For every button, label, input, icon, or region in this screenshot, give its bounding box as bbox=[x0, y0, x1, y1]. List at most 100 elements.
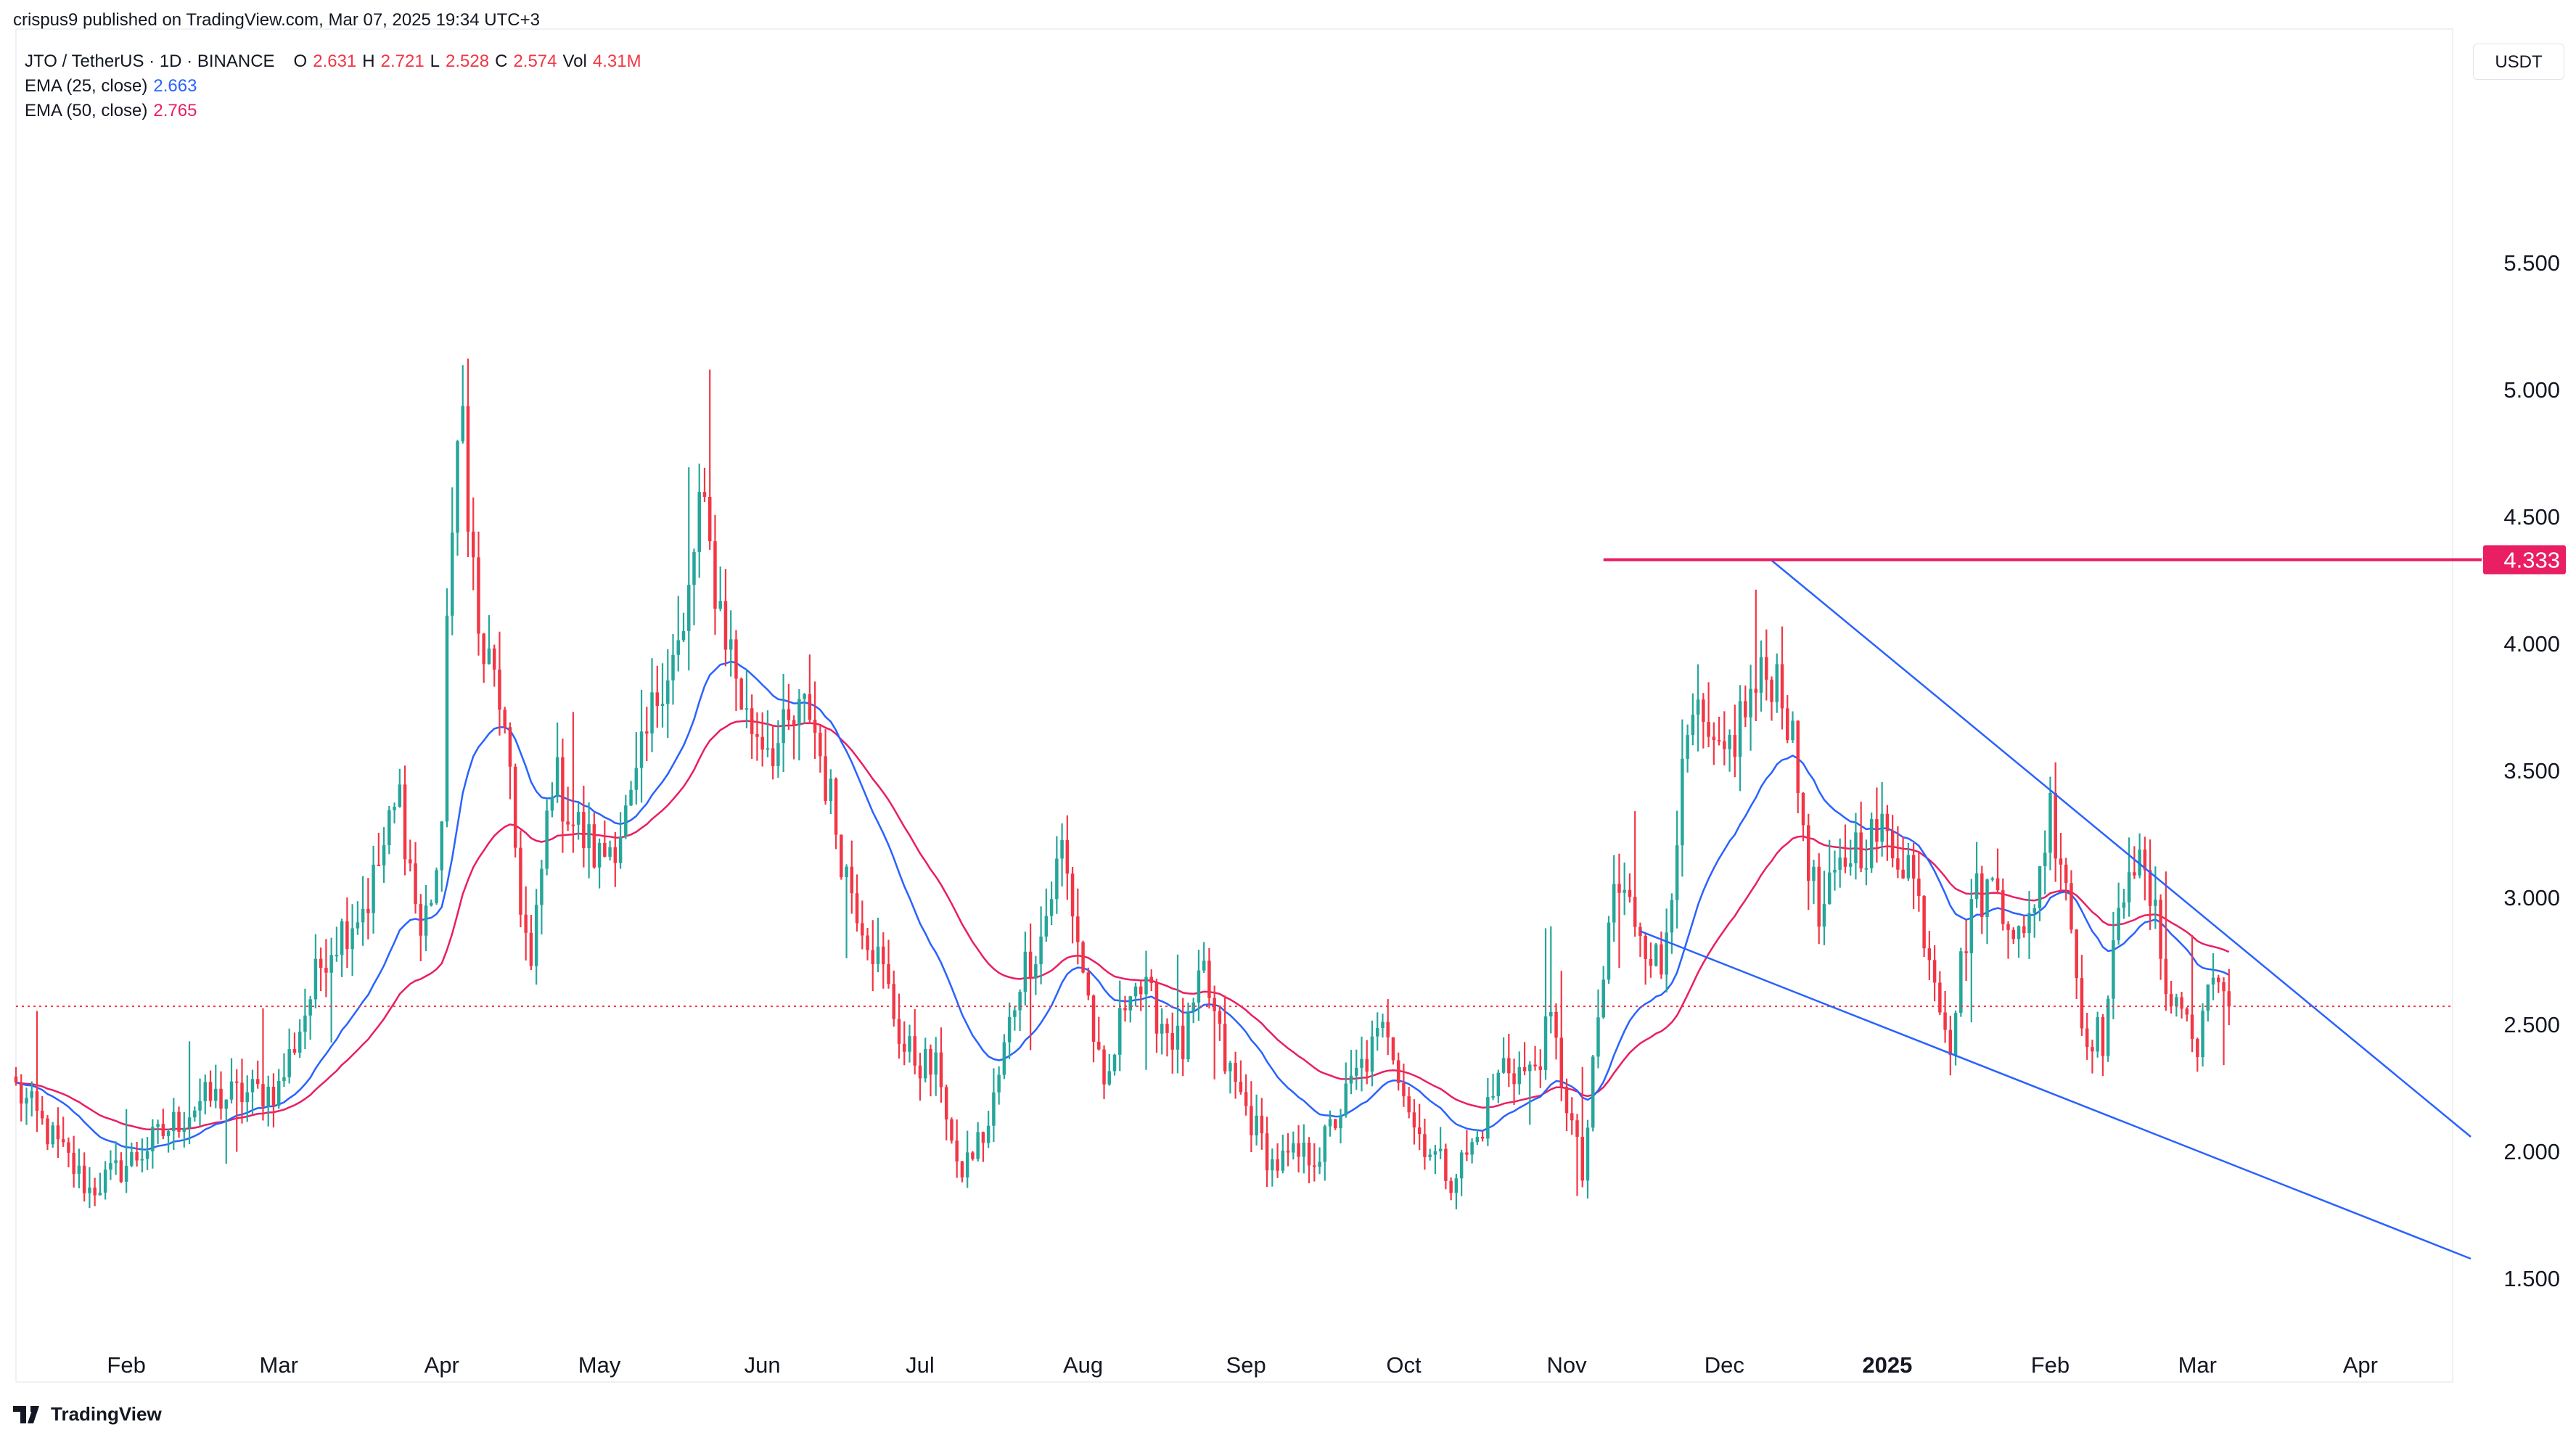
candle-body bbox=[398, 784, 402, 807]
candle-body bbox=[35, 1091, 39, 1111]
candle-body bbox=[824, 756, 827, 801]
candle-body bbox=[40, 1111, 44, 1119]
plot-frame bbox=[15, 28, 2453, 1383]
candle-body bbox=[1480, 1136, 1485, 1139]
candle-body bbox=[77, 1165, 81, 1175]
candle-body bbox=[1670, 900, 1674, 933]
tradingview-footer[interactable]: TradingView bbox=[13, 1403, 162, 1426]
candle-body bbox=[587, 824, 591, 849]
candle-body bbox=[2091, 1047, 2094, 1052]
candle-body bbox=[2169, 994, 2173, 1006]
candle-body bbox=[1749, 688, 1752, 718]
candle-body bbox=[471, 531, 475, 558]
candle-body bbox=[1512, 1073, 1516, 1085]
candle-body bbox=[1060, 840, 1064, 859]
candle-body bbox=[1696, 699, 1700, 715]
currency-button[interactable]: USDT bbox=[2473, 44, 2564, 80]
candle-body bbox=[529, 932, 533, 966]
candle-body bbox=[1953, 1013, 1958, 1056]
candle-body bbox=[1375, 1028, 1379, 1037]
candle-body bbox=[1780, 664, 1784, 709]
candle-body bbox=[1791, 720, 1794, 741]
x-tick-label: Mar bbox=[260, 1352, 298, 1378]
candle-body bbox=[2001, 890, 2005, 924]
ema25-value: 2.663 bbox=[153, 76, 197, 96]
candle-body bbox=[1381, 1021, 1385, 1029]
candle-body bbox=[1917, 878, 1921, 897]
candle-body bbox=[1974, 873, 1979, 900]
candle-body bbox=[366, 908, 370, 913]
candle-body bbox=[1964, 951, 1968, 953]
high-value: 2.721 bbox=[380, 52, 424, 71]
drawings[interactable] bbox=[16, 558, 2482, 1260]
candle-body bbox=[182, 1127, 186, 1132]
candle-body bbox=[771, 748, 775, 766]
close-value: 2.574 bbox=[513, 52, 557, 71]
candle-body bbox=[1759, 657, 1763, 693]
candle-body bbox=[208, 1082, 213, 1101]
candle-body bbox=[2127, 872, 2131, 902]
candle-body bbox=[855, 893, 859, 924]
close-key: C bbox=[495, 52, 508, 71]
trendline-lower[interactable] bbox=[1639, 930, 2472, 1260]
candle-body bbox=[766, 748, 770, 750]
ema25-row[interactable]: EMA (25, close) 2.663 bbox=[25, 74, 641, 99]
candle-body bbox=[866, 935, 869, 950]
candle-body bbox=[707, 496, 712, 542]
candle-body bbox=[576, 812, 581, 825]
candle-body bbox=[46, 1118, 49, 1145]
x-tick-label: 2025 bbox=[1862, 1352, 1912, 1378]
candle-body bbox=[1255, 1115, 1258, 1135]
candle-body bbox=[2022, 926, 2026, 934]
candle-body bbox=[329, 955, 333, 973]
candle-body bbox=[1438, 1148, 1443, 1151]
candle-body bbox=[1039, 936, 1043, 965]
candle-body bbox=[435, 870, 438, 903]
candle-body bbox=[1538, 1066, 1543, 1070]
candle-body bbox=[1023, 951, 1027, 992]
candle-body bbox=[161, 1124, 165, 1136]
y-tick-label: 5.000 bbox=[2503, 377, 2560, 403]
candle-body bbox=[430, 902, 433, 906]
candle-body bbox=[477, 557, 480, 634]
candle-body bbox=[834, 778, 838, 835]
candle-body bbox=[1271, 1159, 1274, 1171]
candle-body bbox=[1186, 1011, 1190, 1060]
symbol-label[interactable]: JTO / TetherUS · 1D · BINANCE bbox=[25, 52, 275, 71]
candle-body bbox=[1334, 1119, 1337, 1129]
candle-body bbox=[1292, 1143, 1295, 1153]
candle-body bbox=[482, 633, 485, 665]
candle-body bbox=[145, 1151, 149, 1159]
candle-body bbox=[745, 708, 749, 710]
candle-body bbox=[2222, 982, 2226, 992]
candle-body bbox=[629, 789, 633, 806]
candle-body bbox=[1396, 1060, 1400, 1083]
ema50-label: EMA (50, close) bbox=[25, 101, 148, 120]
candle-body bbox=[508, 727, 512, 767]
candle-body bbox=[1880, 813, 1884, 842]
candle-body bbox=[1786, 708, 1789, 741]
candle-body bbox=[1449, 1180, 1453, 1193]
candle-body bbox=[939, 1052, 943, 1087]
candle-body bbox=[409, 859, 412, 864]
candle-body bbox=[1575, 1120, 1579, 1137]
candle-body bbox=[1591, 1056, 1595, 1128]
candle-body bbox=[2048, 793, 2052, 853]
candle-body bbox=[1559, 1037, 1564, 1087]
candle-body bbox=[1475, 1136, 1480, 1143]
candle-body bbox=[1507, 1058, 1511, 1074]
candle-body bbox=[1297, 1143, 1300, 1157]
candle-body bbox=[156, 1124, 160, 1127]
candle-body bbox=[1869, 819, 1874, 868]
candle-body bbox=[1580, 1136, 1584, 1181]
trendline-upper[interactable] bbox=[1771, 559, 2472, 1138]
brand-name: TradingView bbox=[51, 1403, 162, 1425]
candle-body bbox=[287, 1049, 291, 1077]
candle-body bbox=[250, 1079, 255, 1093]
candle-body bbox=[271, 1086, 276, 1106]
candle-body bbox=[2143, 850, 2147, 871]
candle-body bbox=[461, 406, 464, 442]
candle-body bbox=[1281, 1151, 1285, 1171]
ema50-row[interactable]: EMA (50, close) 2.765 bbox=[25, 99, 641, 123]
